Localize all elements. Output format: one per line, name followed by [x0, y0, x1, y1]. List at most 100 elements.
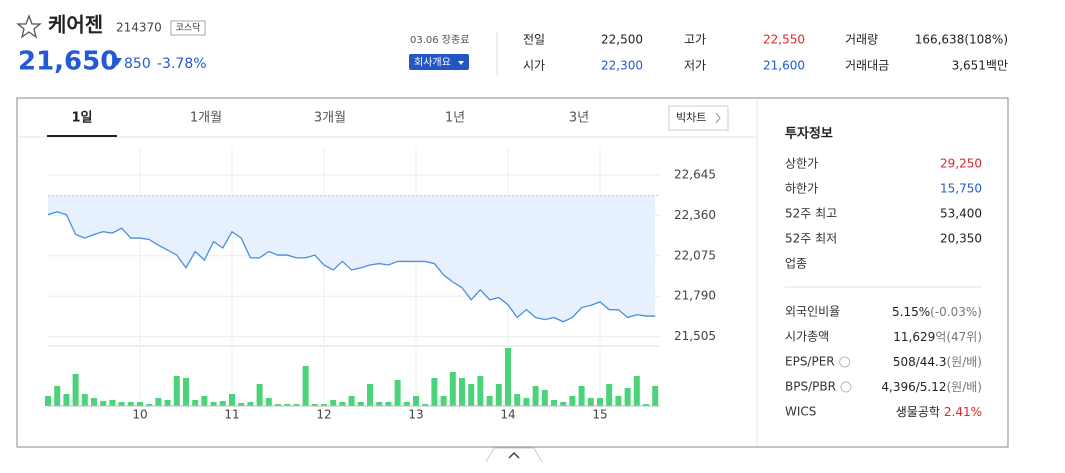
info-main: 11,629 — [893, 330, 935, 344]
volume-bar — [164, 400, 171, 406]
x-tick-label: 11 — [224, 408, 239, 422]
stat-value: 22,550 — [763, 33, 805, 47]
x-tick-label: 14 — [500, 408, 515, 422]
y-tick-label: 22,645 — [674, 167, 716, 181]
info-sub: (원/배) — [947, 380, 983, 394]
company-button-label: 회사개요 — [414, 57, 451, 69]
volume-bar — [219, 401, 226, 406]
stat-value: 22,500 — [601, 33, 643, 47]
volume-bar — [578, 386, 585, 406]
info-label: 하한가 — [785, 182, 818, 196]
volume-bar — [210, 402, 217, 406]
help-icon[interactable] — [840, 381, 852, 393]
volume-bar — [45, 396, 51, 406]
volume-bar — [486, 396, 493, 406]
stat-value: 3,651백만 — [952, 59, 1008, 73]
stat-label: 전일 — [523, 33, 545, 47]
volume-bar — [615, 396, 622, 406]
info-value: 4,396/5.12(원/배) — [881, 380, 982, 394]
volume-bar — [413, 396, 419, 406]
volume-bar — [385, 402, 392, 406]
volume-bar — [403, 402, 410, 406]
volume-bar — [532, 386, 539, 406]
volume-bar — [357, 402, 364, 406]
volume-bar — [63, 394, 70, 406]
price-line — [47, 211, 656, 323]
info-value: 508/44.3(원/배) — [893, 355, 982, 369]
volume-bar — [652, 386, 659, 406]
company-button[interactable] — [409, 54, 469, 70]
volume-bar — [109, 400, 116, 406]
volume-bar — [321, 404, 327, 406]
volume-bar — [394, 380, 401, 406]
period-tab[interactable]: 1일 — [71, 111, 92, 126]
collapse-icon — [508, 451, 520, 459]
period-tab[interactable]: 1개월 — [190, 111, 222, 126]
volume-bar — [247, 402, 254, 406]
volume-bar — [302, 366, 309, 406]
info-value: 생물공학 2.41% — [896, 405, 982, 419]
collapse-tab[interactable] — [485, 447, 543, 463]
y-tick-label: 22,075 — [674, 248, 716, 262]
volume-bar — [376, 402, 383, 406]
info-label: BPS/PBR — [785, 380, 836, 394]
date: 03.06 장종료 — [410, 34, 469, 46]
period-tab[interactable]: 1년 — [445, 111, 465, 126]
stat-label: 시가 — [523, 59, 545, 73]
volume-bar — [348, 396, 355, 406]
volume-bar — [624, 388, 631, 406]
volume-bar — [192, 400, 199, 406]
favorite-star[interactable] — [16, 14, 42, 39]
volume-bar — [514, 394, 521, 406]
help-icon[interactable] — [839, 356, 851, 368]
info-label: 52주 최고 — [785, 207, 837, 221]
volume-bar — [643, 404, 649, 406]
volume-bar — [459, 378, 465, 406]
price: 21,650 — [18, 47, 118, 77]
info-main: 생물공학 — [896, 405, 940, 419]
volume-bar — [91, 398, 97, 406]
volume-bar — [606, 384, 613, 406]
volume-bar — [137, 402, 143, 406]
market-label: 코스닥 — [176, 23, 201, 34]
bigchart-button[interactable] — [668, 105, 729, 131]
info-label: 업종 — [785, 257, 807, 271]
info-main: 5.15% — [892, 305, 930, 319]
stat-label: 저가 — [684, 59, 706, 73]
volume-bar — [560, 402, 567, 406]
volume-bar — [311, 404, 318, 406]
period-tab[interactable]: 3년 — [569, 111, 589, 126]
stat-value: 21,600 — [763, 59, 805, 73]
info-value: 53,400 — [940, 207, 982, 221]
x-tick-label: 15 — [592, 408, 607, 422]
volume-bar — [551, 400, 557, 406]
info-main: 508/44.3 — [893, 355, 947, 369]
volume-bar — [541, 390, 548, 406]
volume-bar — [284, 404, 291, 406]
volume-bar — [201, 396, 208, 406]
x-tick-label: 12 — [316, 408, 331, 422]
info-sub: 2.41% — [944, 405, 982, 419]
info-label: 상한가 — [785, 157, 818, 171]
stat-label: 거래량 — [845, 33, 878, 47]
down-arrow — [112, 58, 122, 66]
x-tick-label: 13 — [408, 408, 423, 422]
info-value: 15,750 — [940, 182, 982, 196]
volume-bar — [597, 398, 603, 406]
info-label: WICS — [785, 405, 816, 419]
dropdown-icon — [458, 61, 464, 65]
info-value: 29,250 — [940, 157, 982, 171]
stat-value: 166,638(108%) — [915, 33, 1008, 47]
y-tick-label: 21,505 — [674, 329, 716, 343]
period-tab[interactable]: 3개월 — [314, 111, 346, 126]
volume-bar — [155, 398, 162, 406]
volume-bar — [275, 404, 281, 406]
volume-bar — [183, 378, 189, 406]
volume-bar — [72, 374, 79, 406]
stat-label: 고가 — [684, 33, 706, 47]
y-tick-label: 21,790 — [674, 289, 716, 303]
volume-bar — [367, 384, 373, 406]
stock-name: 케어젠 — [48, 13, 103, 37]
volume-bar — [505, 348, 511, 406]
